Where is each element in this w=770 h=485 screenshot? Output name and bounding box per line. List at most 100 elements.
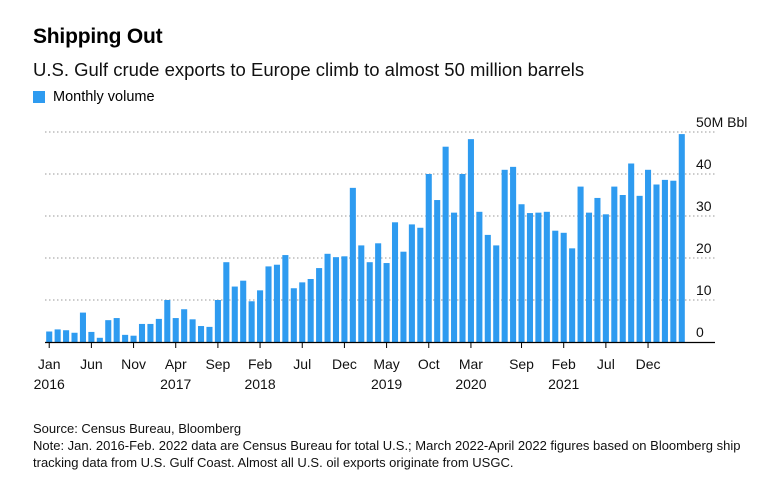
bar xyxy=(442,146,449,342)
legend: Monthly volume xyxy=(33,89,155,105)
chart-subtitle: U.S. Gulf crude exports to Europe climb … xyxy=(33,59,585,80)
x-tick-label: Jun xyxy=(80,356,103,372)
bar xyxy=(54,329,61,342)
bar xyxy=(265,266,272,342)
bar xyxy=(130,335,137,342)
x-tick-label: Sep xyxy=(205,356,230,372)
x-tick-label: Mar xyxy=(459,356,483,372)
y-tick-label: 0 xyxy=(696,324,704,340)
x-tick-label: Dec xyxy=(636,356,661,372)
bar xyxy=(358,245,365,342)
y-tick-label: 10 xyxy=(696,282,712,298)
x-tick-label: May xyxy=(373,356,399,372)
bar xyxy=(197,326,205,342)
bar xyxy=(619,195,626,342)
x-tick-year-label: 2016 xyxy=(34,376,65,392)
bar xyxy=(282,255,289,342)
bar xyxy=(341,256,348,342)
bar xyxy=(467,139,474,342)
bar xyxy=(206,326,213,342)
source-text: Source: Census Bureau, Bloomberg xyxy=(33,421,242,436)
x-tick-year-label: 2020 xyxy=(455,376,486,392)
bar xyxy=(299,282,306,342)
bar xyxy=(678,134,685,342)
bar xyxy=(375,243,382,342)
legend-swatch xyxy=(33,91,45,103)
bar xyxy=(560,232,567,342)
bar xyxy=(670,180,677,342)
bar xyxy=(240,280,247,342)
bar xyxy=(611,186,618,342)
bar xyxy=(147,323,154,342)
y-tick-label: 40 xyxy=(696,156,712,172)
bar xyxy=(459,174,466,342)
x-tick-year-label: 2017 xyxy=(160,376,191,392)
bar xyxy=(181,309,188,342)
bar xyxy=(510,166,517,342)
bar xyxy=(569,248,576,342)
bar xyxy=(661,179,668,342)
bar xyxy=(46,331,53,342)
bar xyxy=(383,263,390,342)
bar xyxy=(628,163,635,342)
bar xyxy=(257,290,264,342)
bar xyxy=(88,331,95,342)
x-tick-label: Jan xyxy=(38,356,61,372)
bar xyxy=(493,245,500,342)
x-tick-label: Nov xyxy=(121,356,146,372)
bar xyxy=(231,286,238,342)
x-tick-label: Dec xyxy=(332,356,357,372)
bar xyxy=(290,288,297,342)
bar xyxy=(602,214,609,342)
bar xyxy=(164,300,171,342)
bar xyxy=(324,253,331,342)
bar xyxy=(214,300,221,342)
bar xyxy=(122,334,129,342)
bar xyxy=(105,320,112,342)
x-tick-year-label: 2018 xyxy=(244,376,275,392)
bar xyxy=(585,212,593,342)
bar xyxy=(645,169,652,342)
bar xyxy=(476,211,483,342)
bar xyxy=(451,212,458,342)
bar xyxy=(332,257,340,342)
x-tick-year-label: 2019 xyxy=(371,376,402,392)
y-tick-label: 30 xyxy=(696,198,712,214)
bar xyxy=(316,268,323,342)
bar xyxy=(172,318,179,342)
legend-label: Monthly volume xyxy=(53,89,155,105)
x-tick-label: Feb xyxy=(552,356,576,372)
bar xyxy=(96,337,103,342)
x-tick-label: Feb xyxy=(248,356,272,372)
bar xyxy=(155,318,162,342)
bar xyxy=(189,319,196,342)
bar xyxy=(223,262,230,342)
note-text: Note: Jan. 2016-Feb. 2022 data are Censu… xyxy=(33,438,741,470)
bar xyxy=(434,200,441,342)
x-tick-label: Sep xyxy=(509,356,534,372)
bar xyxy=(248,301,255,342)
bar xyxy=(79,312,86,342)
bar xyxy=(400,251,407,342)
x-tick-label: Oct xyxy=(418,356,440,372)
y-tick-label: 50M Bbl xyxy=(696,114,747,130)
x-tick-label: Jul xyxy=(597,356,615,372)
bar xyxy=(552,230,559,342)
x-tick-label: Jul xyxy=(293,356,311,372)
bar xyxy=(501,169,508,342)
bar xyxy=(138,323,146,342)
chart-area: 0 10 20 30 40 50M Bbl Jan 2016 Jun Nov Apr 2017 Sep F… xyxy=(34,114,748,392)
bar xyxy=(594,197,601,342)
bar xyxy=(113,318,120,342)
chart-title: Shipping Out xyxy=(33,25,163,48)
bar xyxy=(307,279,314,342)
bar xyxy=(63,330,70,342)
x-tick-year-label: 2021 xyxy=(548,376,579,392)
bar xyxy=(273,264,280,342)
bar xyxy=(518,204,525,342)
bar xyxy=(535,212,542,342)
bar xyxy=(653,184,660,342)
bar xyxy=(71,332,78,342)
bar xyxy=(526,213,534,342)
bar xyxy=(417,227,424,342)
